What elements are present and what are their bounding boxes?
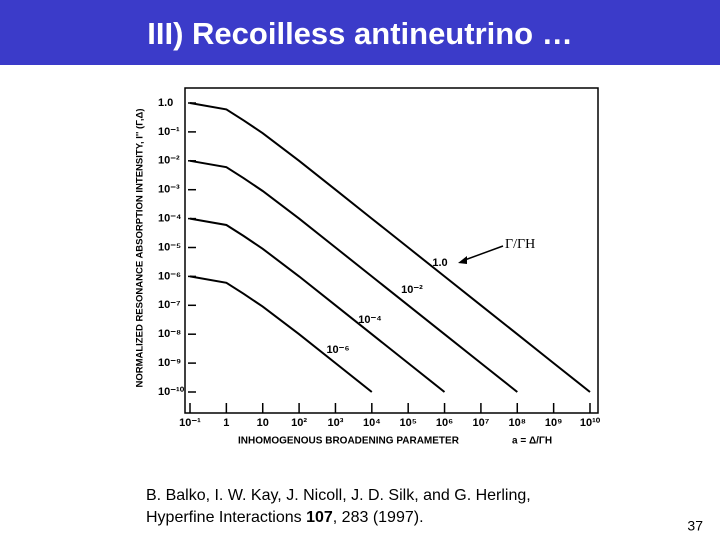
series-label: 1.0 [432, 257, 447, 269]
series-label: 10⁻⁴ [358, 314, 381, 326]
series-line [189, 275, 373, 393]
y-tick-label: 1.0 [158, 97, 173, 109]
citation-journal: Hyperfine Interactions [146, 509, 306, 526]
title-bar [0, 0, 720, 65]
x-tick-label: 10³ [328, 417, 344, 429]
series-line [189, 217, 446, 393]
x-tick-label: 10⁶ [436, 417, 453, 429]
annotation: Γ/ΓH [505, 237, 535, 252]
y-tick-label: 10⁻⁶ [158, 270, 181, 282]
arrow-head [458, 256, 467, 264]
series-label: 10⁻⁶ [326, 344, 349, 356]
y-tick-label: 10⁻⁹ [158, 357, 181, 369]
x-tick-label: 10⁻¹ [179, 417, 201, 429]
y-tick-label: 10⁻² [158, 155, 180, 167]
x-tick-label: 10⁵ [399, 417, 416, 429]
citation-rest: , 283 (1997). [333, 509, 424, 526]
citation-line1: B. Balko, I. W. Kay, J. Nicoll, J. D. Si… [146, 487, 531, 504]
y-tick-label: 10⁻¹⁰ [158, 386, 185, 398]
slide-title: III) Recoilless antineutrino … [147, 16, 572, 51]
series-label: 10⁻² [401, 284, 423, 296]
x-tick-label: 10⁸ [509, 417, 526, 429]
x-tick-label: 10¹⁰ [580, 417, 601, 429]
page-number: 37 [687, 518, 703, 534]
series-line [189, 102, 591, 393]
x-tick-label: 10 [257, 417, 269, 429]
annotation-arrow [461, 245, 504, 262]
y-axis-label: NORMALIZED RESONANCE ABSORPTION INTENSIT… [135, 108, 146, 387]
y-tick-label: 10⁻⁸ [158, 328, 181, 340]
x-tick-label: 10⁷ [473, 417, 490, 429]
y-tick-label: 10⁻¹ [158, 126, 180, 138]
citation-line2: Hyperfine Interactions 107, 283 (1997). [146, 509, 424, 526]
x-axis-formula: a = Δ/ΓH [512, 436, 552, 447]
y-tick-label: 10⁻⁷ [158, 299, 181, 311]
x-tick-label: 1 [223, 417, 229, 429]
x-tick-label: 10⁴ [363, 417, 381, 429]
x-axis-label: INHOMOGENOUS BROADENING PARAMETER [238, 436, 460, 447]
x-tick-label: 10⁹ [545, 417, 562, 429]
y-tick-label: 10⁻³ [158, 184, 180, 196]
x-tick-label: 10² [291, 417, 307, 429]
series-line [189, 159, 518, 393]
citation-volume: 107 [306, 509, 333, 526]
plot-frame [184, 87, 599, 414]
y-tick-label: 10⁻⁴ [158, 213, 181, 225]
y-tick-label: 10⁻⁵ [158, 241, 181, 253]
